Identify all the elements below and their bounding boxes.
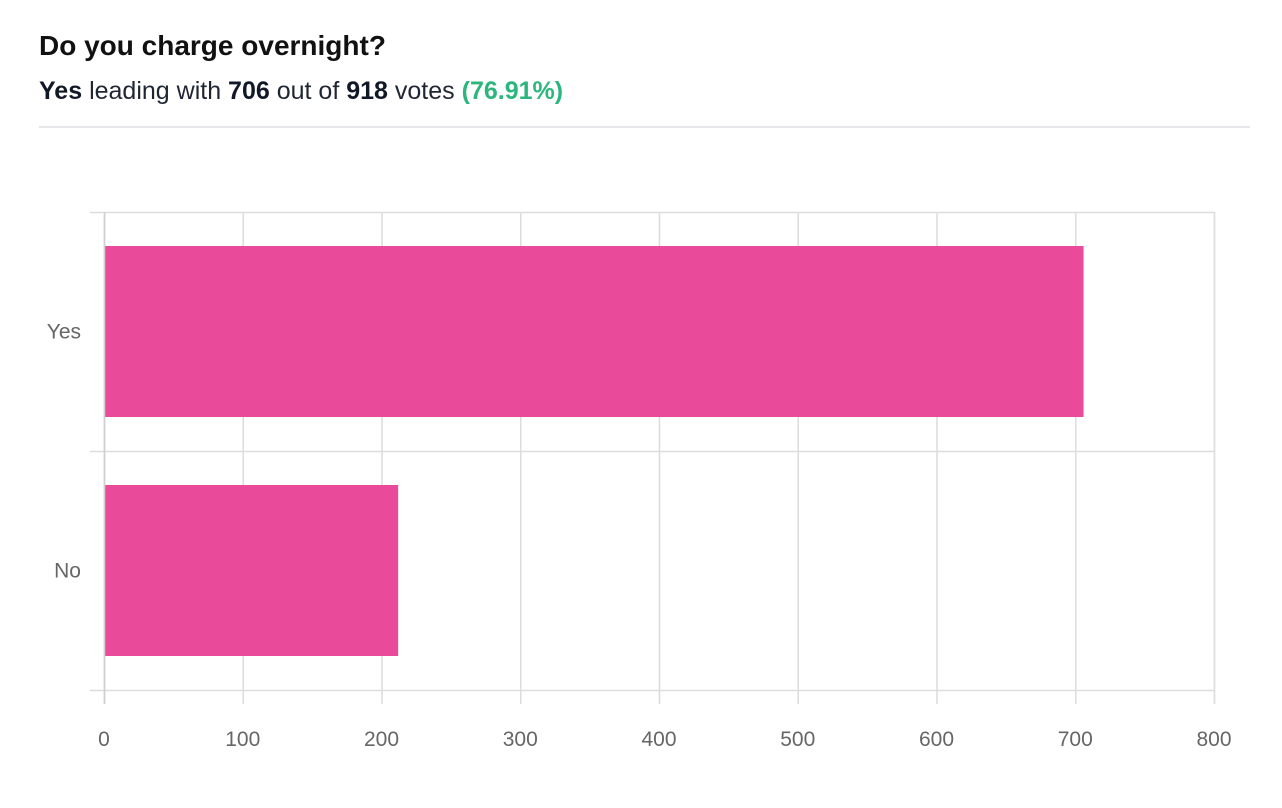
- x-tick-label: 800: [1196, 728, 1231, 751]
- x-tick-label: 600: [919, 728, 954, 751]
- y-category-label: No: [54, 560, 81, 583]
- x-tick-label: 400: [641, 728, 676, 751]
- leader-percent: (76.91%): [461, 77, 564, 105]
- leading-with-text: leading with: [89, 77, 222, 105]
- x-tick-label: 100: [225, 728, 260, 751]
- out-of-text: out of: [276, 77, 340, 105]
- x-tick-label: 300: [503, 728, 538, 751]
- votes-text: votes: [394, 77, 455, 105]
- leader-option: Yes: [39, 77, 83, 105]
- poll-summary: Yes leading with 706 out of 918 votes (7…: [39, 73, 563, 109]
- x-tick-label: 700: [1058, 728, 1093, 751]
- x-tick-label: 500: [780, 728, 815, 751]
- y-category-label: Yes: [47, 321, 81, 344]
- bar-no: [105, 485, 399, 656]
- poll-title: Do you charge overnight?: [39, 30, 386, 61]
- leader-vote-count: 706: [228, 77, 270, 105]
- header-divider: [39, 126, 1250, 128]
- x-tick-label: 200: [364, 728, 399, 751]
- chart-axes: [90, 212, 1214, 704]
- chart-bars: [105, 246, 1084, 656]
- total-vote-count: 918: [346, 77, 388, 105]
- bar-yes: [105, 246, 1084, 417]
- chart-labels: 0 100 200 300 400 500 600 700 800 Yes No: [47, 321, 1232, 752]
- x-tick-label: 0: [98, 728, 110, 751]
